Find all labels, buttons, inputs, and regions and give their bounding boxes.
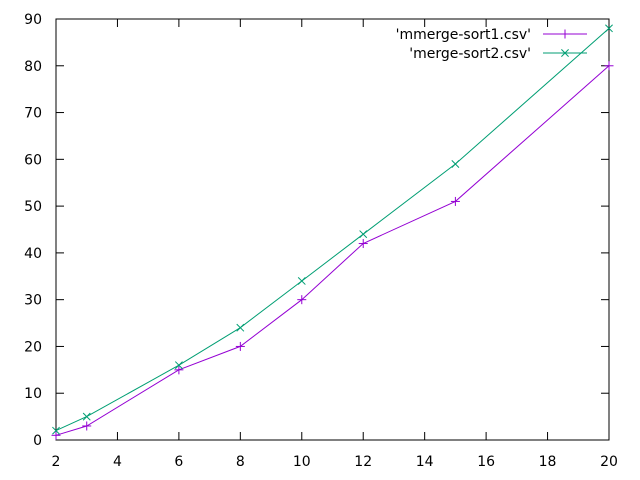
series-1-point <box>174 365 184 375</box>
series-2-point <box>359 230 368 239</box>
series-2-point <box>451 160 460 168</box>
y-tick-label: 70 <box>24 106 42 122</box>
x-tick-label: 10 <box>293 454 311 470</box>
legend-label-2: 'merge-sort2.csv' <box>409 46 531 62</box>
y-tick-label: 50 <box>24 199 42 215</box>
y-tick-label: 90 <box>24 12 42 28</box>
series-2-point <box>52 426 60 435</box>
y-tick-label: 30 <box>24 293 42 309</box>
y-tick-label: 10 <box>24 386 42 402</box>
series-1-point <box>604 61 614 71</box>
y-tick-label: 60 <box>24 152 42 168</box>
series-2-point <box>297 277 306 285</box>
series-1-point <box>297 295 307 305</box>
x-tick-label: 4 <box>113 454 122 470</box>
legend-marker-2 <box>561 49 569 57</box>
x-tick-label: 18 <box>539 454 557 470</box>
series-2-point <box>236 323 245 332</box>
axes: 2 4 6 8 10 12 14 16 18 20 0 10 20 30 40 50 60 70 80 90 <box>24 12 618 470</box>
x-tick-label: 6 <box>174 454 183 470</box>
series-1-line <box>55 65 610 436</box>
x-tick-label: 16 <box>477 454 495 470</box>
series-1-point <box>82 421 92 431</box>
legend: 'mmerge-sort1.csv' 'merge-sort2.csv' <box>396 27 587 62</box>
x-tick-label: 12 <box>354 454 372 470</box>
series-layer <box>51 24 614 440</box>
y-tick-label: 0 <box>33 433 42 449</box>
series-2-point <box>605 24 613 33</box>
series-2-line <box>55 28 610 432</box>
series-1-point <box>235 341 245 351</box>
x-tick-label: 2 <box>52 454 61 470</box>
y-tick-label: 40 <box>24 246 42 262</box>
series-1-point <box>450 196 460 206</box>
legend-label-1: 'mmerge-sort1.csv' <box>396 27 531 43</box>
series-1 <box>51 61 614 440</box>
y-tick-label: 80 <box>24 59 42 75</box>
series-1-point <box>51 430 61 440</box>
y-tick-label: 20 <box>24 339 42 355</box>
x-tick-label: 20 <box>600 454 618 470</box>
series-2-point <box>82 412 91 421</box>
series-2-point <box>174 361 183 370</box>
series-1-point <box>358 239 368 249</box>
series-2 <box>52 24 613 435</box>
x-tick-label: 14 <box>416 454 434 470</box>
x-tick-label: 8 <box>236 454 245 470</box>
legend-marker-1 <box>560 29 570 39</box>
plot-border <box>55 18 610 441</box>
